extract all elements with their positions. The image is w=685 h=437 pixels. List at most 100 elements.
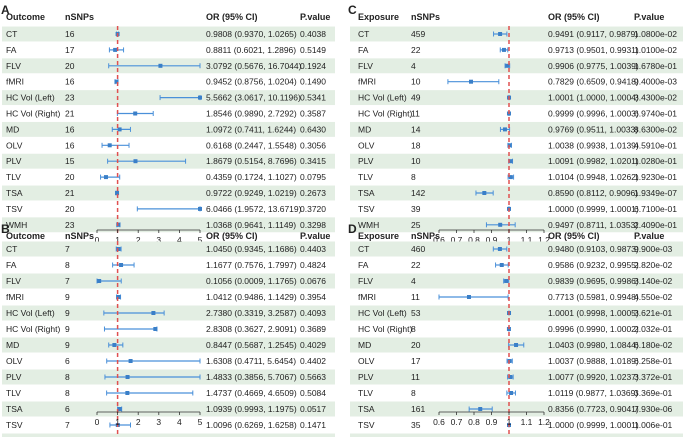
panel-a-x-tick-label: 2 (136, 235, 141, 245)
panel-d-header-or: OR (95% CI) (548, 231, 600, 241)
panel-d-point-estimate (466, 295, 471, 299)
panel-c-row-or-ci: 0.9999 (0.9996, 1.0003) (548, 109, 639, 119)
panel-d-row-pvalue: 3.140e-02 (634, 276, 673, 286)
panel-b-row-nsnps: 7 (65, 276, 70, 286)
panel-d-row-label: TSV (358, 420, 375, 430)
panel-a-row-pvalue: 0.5149 (300, 45, 326, 55)
panel-c-point-estimate (469, 79, 474, 84)
panel-b-row-band (2, 241, 335, 257)
panel-b-row-pvalue: 0.4093 (300, 308, 326, 318)
panel-b-row-or-ci: 1.4833 (0.3856, 5.7067) (206, 372, 297, 382)
panel-c-point-estimate (502, 127, 507, 132)
panel-b-letter: B (1, 222, 10, 236)
panel-a-row-label: fMRI (6, 77, 24, 87)
panel-a-row-nsnps: 20 (65, 204, 75, 214)
panel-b-row-band (2, 401, 335, 417)
panel-d-row-label: MD (358, 340, 371, 350)
panel-a-row-band (2, 26, 335, 42)
panel-c-row-or-ci: 1.0091 (0.9982, 1.0201) (548, 156, 639, 166)
panel-d-x-tick-label: 0.8 (468, 417, 480, 427)
panel-a-row-pvalue: 0.3587 (300, 109, 326, 119)
panel-c-row-or-ci: 1.0038 (0.9938, 1.0139) (548, 140, 639, 150)
panel-d-row-nsnps: 4 (411, 276, 416, 286)
panel-a-header-nsnps: nSNPs (65, 12, 94, 22)
panel-d-row-or-ci: 1.0000 (0.9999, 1.0001) (548, 420, 639, 430)
panel-d-row-pvalue: 2.032e-01 (634, 324, 673, 334)
panel-c-x-tick-label: 0.7 (451, 235, 463, 245)
panel-a-row-nsnps: 23 (65, 220, 75, 230)
panel-c-row-band (350, 26, 683, 42)
panel-c-x-tick-label: 1.2 (538, 235, 550, 245)
panel-a-letter: A (1, 3, 10, 17)
panel-a-row-band (2, 121, 335, 137)
panel-a-row-label: TSV (6, 204, 23, 214)
panel-b-row-pvalue: 0.5663 (300, 372, 326, 382)
panel-b-row-nsnps: 7 (65, 420, 70, 430)
panel-a-row-or-ci: 5.5662 (3.0617, 10.1196) (206, 93, 301, 103)
panel-d-row-or-ci: 1.0077 (0.9920, 1.0237) (548, 372, 639, 382)
panel-b-row-nsnps: 8 (65, 388, 70, 398)
panel-b-point-estimate (97, 279, 102, 283)
panel-a-point-estimate (133, 111, 138, 116)
panel-d-row-band (350, 273, 683, 289)
panel-d-header-pvalue: P.value (634, 231, 664, 241)
panel-a-row-band (2, 217, 335, 233)
panel-d-row-or-ci: 0.7713 (0.5981, 0.9948) (548, 292, 639, 302)
panel-b-row-or-ci: 2.7380 (0.3319, 3.2587) (206, 308, 297, 318)
panel-c-row-or-ci: 1.0104 (0.9948, 1.0262) (548, 172, 639, 182)
panel-a-row-label: HC Vol (Right) (6, 109, 60, 119)
panel-b-row-pvalue: 0.4824 (300, 260, 326, 270)
panel-d-point-estimate (514, 343, 519, 347)
panel-b-x-tick-label: 3 (156, 417, 161, 427)
panel-a-row-or-ci: 0.9722 (0.9249, 1.0219) (206, 188, 297, 198)
panel-a-point-estimate (198, 95, 202, 100)
panel-b-row-or-ci: 1.0939 (0.9993, 1.1975) (206, 404, 297, 414)
panel-b-row-label: TLV (6, 388, 21, 398)
panel-c-header-or: OR (95% CI) (548, 12, 600, 22)
panel-c-row-pvalue: 1.9349e-07 (634, 188, 677, 198)
panel-c-row-nsnps: 39 (411, 204, 421, 214)
panel-a-row-pvalue: 0.2673 (300, 188, 326, 198)
panel-b-row-label: CT (6, 244, 17, 254)
panel-d-x-tick-label: 1.1 (521, 417, 533, 427)
panel-d-row-label: OLV (358, 356, 375, 366)
panel-b-header-or: OR (95% CI) (206, 231, 258, 241)
panel-d-row-pvalue: 3.621e-01 (634, 308, 673, 318)
panel-b-row-nsnps: 8 (65, 260, 70, 270)
panel-d-row-or-ci: 0.9839 (0.9695, 0.9986) (548, 276, 639, 286)
panel-d-row-pvalue: 2.820e-02 (634, 260, 673, 270)
panel-c-row-or-ci: 1.0000 (0.9999, 1.0001) (548, 204, 639, 214)
panel-d-row-nsnps: 8 (411, 324, 416, 334)
panel-b-row-pvalue: 0.3954 (300, 292, 326, 302)
panel-a-row-label: WMH (6, 220, 27, 230)
panel-d-row-label: TSA (358, 404, 375, 414)
panel-b-x-tick-label: 1 (115, 417, 120, 427)
panel-a-row-nsnps: 23 (65, 93, 75, 103)
panel-a-row-nsnps: 16 (65, 29, 75, 39)
panel-a-row-band (2, 185, 335, 201)
panel-c-row-label: MD (358, 124, 371, 134)
panel-a-row-or-ci: 1.0368 (0.9641, 1.1149) (206, 220, 296, 230)
panel-c-row-label: fMRI (358, 77, 376, 87)
panel-b-row-pvalue: 0.1471 (300, 420, 326, 430)
panel-b-row-label: PLV (6, 372, 22, 382)
panel-d-row-or-ci: 1.0119 (0.9877, 1.0369) (548, 388, 638, 398)
panel-a-point-estimate (114, 79, 119, 84)
panel-c-point-estimate (498, 222, 503, 227)
panel-a-row-pvalue: 0.1924 (300, 61, 326, 71)
panel-a-row-pvalue: 0.6430 (300, 124, 326, 134)
panel-d-row-pvalue: 3.372e-01 (634, 372, 673, 382)
panel-c-x-tick-label: 1.1 (521, 235, 533, 245)
panel-c-row-pvalue: 2.4090e-01 (634, 220, 677, 230)
panel-a-point-estimate (113, 47, 118, 52)
panel-a-row-nsnps: 21 (65, 188, 75, 198)
panel-b-header-pvalue: P.value (300, 231, 330, 241)
panel-a-header-or: OR (95% CI) (206, 12, 258, 22)
panel-b-x-tick-label: 5 (198, 417, 203, 427)
panel-a-row-label: TLV (6, 172, 21, 182)
panel-b-row-or-ci: 2.8308 (0.3627, 2.9091) (206, 324, 297, 334)
panel-c-row-or-ci: 0.7829 (0.6509, 0.9418) (548, 77, 639, 87)
panel-d-row-or-ci: 0.9480 (0.9103, 0.9873) (548, 244, 639, 254)
panel-a-row-pvalue: 0.0795 (300, 172, 326, 182)
